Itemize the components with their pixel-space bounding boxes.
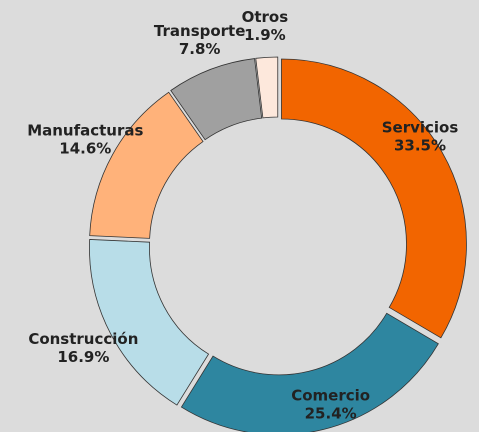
donut-segment	[89, 91, 204, 239]
segment-value: 1.9%	[244, 26, 286, 44]
segment-label: Manufacturas	[27, 121, 143, 139]
segment-label: Comercio	[291, 387, 370, 405]
donut-segment	[170, 58, 263, 141]
segment-value: 25.4%	[305, 405, 357, 423]
donut-segment	[180, 312, 439, 432]
segment-value: 7.8%	[179, 40, 221, 58]
donut-segment	[255, 56, 279, 119]
segment-value: 33.5%	[394, 136, 446, 154]
segment-label: Transporte	[154, 22, 246, 40]
segment-value: 16.9%	[57, 348, 109, 366]
segment-label: Servicios	[382, 118, 459, 136]
donut-segment	[281, 58, 467, 339]
donut-segment	[89, 239, 210, 406]
segment-label: Otros	[242, 8, 289, 26]
segment-label: Construcción	[28, 330, 138, 348]
segment-value: 14.6%	[59, 139, 111, 157]
